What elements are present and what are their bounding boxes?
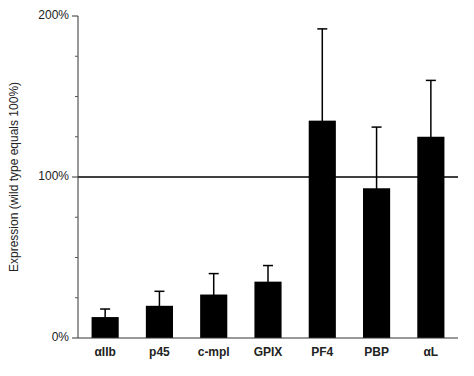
error-cap: [100, 308, 110, 310]
error-bar: [372, 127, 382, 249]
error-bar: [426, 80, 436, 193]
y-minor-tick: [75, 297, 78, 298]
x-tick-label: GPIX: [254, 345, 283, 359]
error-stem: [267, 266, 269, 298]
error-stem: [104, 309, 106, 325]
error-cap: [372, 249, 382, 251]
reference-line: [78, 176, 458, 178]
y-minor-tick: [75, 257, 78, 258]
error-stem: [159, 291, 161, 320]
y-minor-tick: [75, 96, 78, 97]
error-bar: [263, 266, 273, 298]
error-cap: [426, 192, 436, 194]
x-tick-label: PBP: [364, 345, 389, 359]
error-bar: [209, 274, 219, 316]
error-cap: [426, 80, 436, 82]
error-cap: [263, 265, 273, 267]
y-minor-tick: [75, 56, 78, 57]
error-cap: [209, 273, 219, 275]
error-stem: [322, 29, 324, 213]
y-axis-label: Expression (wild type equals 100%): [7, 82, 21, 272]
error-cap: [372, 126, 382, 128]
error-stem: [376, 127, 378, 249]
x-tick-label: PF4: [311, 345, 333, 359]
y-tick-label: 0%: [52, 330, 70, 344]
x-tick-label: c-mpl: [198, 345, 230, 359]
x-tick-label: αIIb: [94, 345, 115, 359]
error-cap: [154, 320, 164, 322]
y-tick-label: 100%: [38, 169, 69, 183]
y-minor-tick: [75, 136, 78, 137]
y-tick: [72, 177, 78, 178]
x-tick-label: p45: [149, 345, 170, 359]
y-tick: [72, 338, 78, 339]
plot-area: [78, 29, 458, 338]
error-cap: [154, 291, 164, 293]
error-cap: [263, 297, 273, 299]
error-stem: [430, 80, 432, 193]
error-bar: [154, 291, 164, 320]
error-cap: [209, 315, 219, 317]
error-stem: [213, 274, 215, 316]
chart-svg: 0% 100% 200% αIIb p45 c-mpl GPIX PF4 PBP αL Expres…: [0, 0, 474, 376]
y-tick: [72, 16, 78, 17]
error-cap: [317, 28, 327, 30]
error-cap: [317, 212, 327, 214]
error-bar: [100, 309, 110, 325]
error-cap: [100, 324, 110, 326]
chart-container: 0% 100% 200% αIIb p45 c-mpl GPIX PF4 PBP αL Expres…: [0, 0, 474, 376]
error-bar: [317, 29, 327, 213]
y-minor-tick: [75, 217, 78, 218]
y-tick-label: 200%: [38, 8, 69, 22]
x-axis-line: [78, 338, 458, 339]
x-tick-label: αL: [423, 345, 438, 359]
